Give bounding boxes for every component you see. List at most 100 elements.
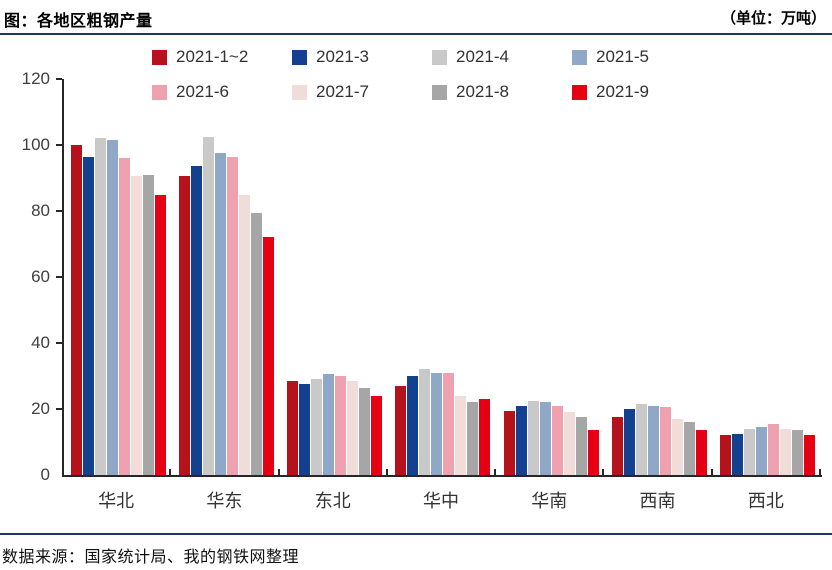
x-category-label: 华中 [422,491,459,511]
bar [648,405,660,475]
bar-group [497,79,605,475]
bar [612,417,624,475]
legend-swatch [432,49,447,65]
bar [768,423,780,475]
bar [756,427,768,475]
legend-label: 2021-3 [316,47,369,66]
chart-legend: 2021-1~2 2021-3 2021-4 2021-5 2021-6 2021-7 20… [152,47,712,102]
bar [299,384,311,475]
y-tick-label: 0 [40,465,50,484]
y-tick-label: 80 [31,201,50,220]
x-axis-tick [169,469,172,475]
bar-group [389,79,497,475]
legend-swatch [292,49,307,65]
x-category-label: 华北 [98,491,135,511]
bar [696,430,708,475]
legend-label: 2021-4 [456,47,509,66]
legend-item: 2021-1~2 [152,47,292,67]
y-axis-tick [56,276,62,278]
bar [226,156,238,475]
x-category-label: 西北 [747,491,784,511]
x-axis-tick [277,469,280,475]
legend-swatch [292,84,307,100]
y-tick-label: 100 [21,135,50,154]
bar [118,158,130,475]
legend-swatch [572,84,587,100]
y-axis-tick [56,210,62,212]
bar [443,372,455,475]
bar [479,399,491,475]
legend-label: 2021-8 [456,82,509,101]
bar [190,166,202,475]
bar [431,372,443,475]
bar [371,395,383,475]
bar-group [172,79,280,475]
legend-label: 2021-1~2 [176,47,249,66]
bar [419,369,431,475]
bar [636,404,648,475]
bar [311,379,323,475]
legend-swatch [152,49,167,65]
y-axis-tick [56,408,62,410]
bar-group [281,79,389,475]
bar [287,380,299,475]
bar [238,194,250,475]
unit-label: （单位：万吨） [720,10,826,27]
y-tick-label: 60 [31,267,50,286]
bar [624,409,636,475]
legend-item: 2021-6 [152,82,292,102]
legend-swatch [432,84,447,100]
bar [780,428,792,475]
bar [539,402,551,475]
bar [551,405,563,475]
plot-area [62,79,822,477]
x-axis-labels: 华北 华东 东北 华中 华南 西南 西北 [62,487,820,513]
legend-item: 2021-3 [292,47,432,67]
bar [250,212,262,475]
legend-item: 2021-5 [572,47,712,67]
bar [744,428,756,475]
y-axis-tick [56,78,62,80]
bar-group [605,79,713,475]
legend-label: 2021-5 [596,47,649,66]
bar [407,376,419,475]
bar [575,417,587,475]
x-category-label: 西南 [639,491,676,511]
bar [660,407,672,475]
legend-item: 2021-4 [432,47,572,67]
chart-title: 图：各地区粗钢产量 [4,13,153,30]
x-category-label: 华南 [531,491,568,511]
y-axis-tick [56,144,62,146]
legend-label: 2021-7 [316,82,369,101]
bar [515,405,527,475]
bar [359,387,371,475]
bar [202,136,214,475]
bar [154,194,166,475]
bar-group [64,79,172,475]
y-tick-label: 20 [31,399,50,418]
bar [130,176,142,475]
bar-group [714,79,822,475]
bar [82,156,94,475]
legend-item: 2021-8 [432,82,572,102]
bar [214,153,226,475]
legend-swatch [152,84,167,100]
bar [527,400,539,475]
bar [587,430,599,475]
bar [70,145,82,475]
bar [467,402,479,475]
bar [503,410,515,475]
bar [732,433,744,475]
legend-item: 2021-9 [572,82,712,102]
bar [672,418,684,475]
bar [94,138,106,475]
bar [178,176,190,475]
bar [262,237,274,475]
x-axis-tick [819,469,821,475]
x-axis-tick [494,469,497,475]
legend-item: 2021-7 [292,82,432,102]
y-tick-label: 40 [31,333,50,352]
y-axis-tick [56,342,62,344]
bar [335,376,347,475]
